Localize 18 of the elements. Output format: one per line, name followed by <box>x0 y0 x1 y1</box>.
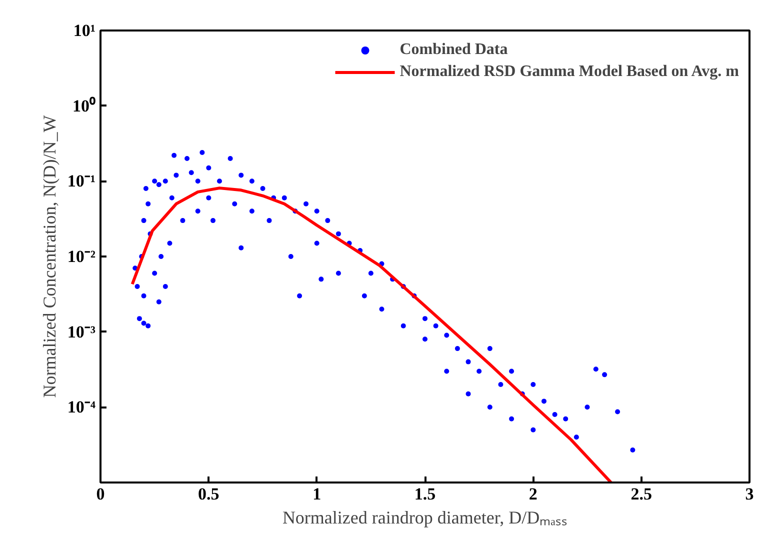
x-axis-title: Normalized raindrop diameter, D/Dₘₐₛₛ <box>282 508 568 528</box>
x-tick-label: 1.5 <box>414 484 436 504</box>
y-tick-label: 10⁻³ <box>67 322 96 342</box>
y-tick-label: 10⁰ <box>72 96 96 116</box>
y-tick-label: 10⁻⁴ <box>67 398 96 417</box>
y-tick-label: 10⁻¹ <box>67 172 96 191</box>
x-tick-label: 1 <box>312 484 322 504</box>
x-tick-label: 0.5 <box>198 484 220 504</box>
x-tick-label: 0 <box>96 484 105 504</box>
x-tick-label: 2.5 <box>630 484 652 504</box>
legend-label: Combined Data <box>400 41 508 59</box>
y-axis-title: Normalized Concentration, N(D)/N_W <box>39 115 60 398</box>
x-tick-label: 3 <box>745 484 754 504</box>
y-tick-label: 10¹ <box>73 21 96 40</box>
line-series <box>130 186 613 482</box>
y-tick-label: 10⁻² <box>67 247 96 266</box>
legend-label: Normalized RSD Gamma Model Based on Avg. m <box>400 63 739 81</box>
x-tick-label: 2 <box>528 484 538 504</box>
